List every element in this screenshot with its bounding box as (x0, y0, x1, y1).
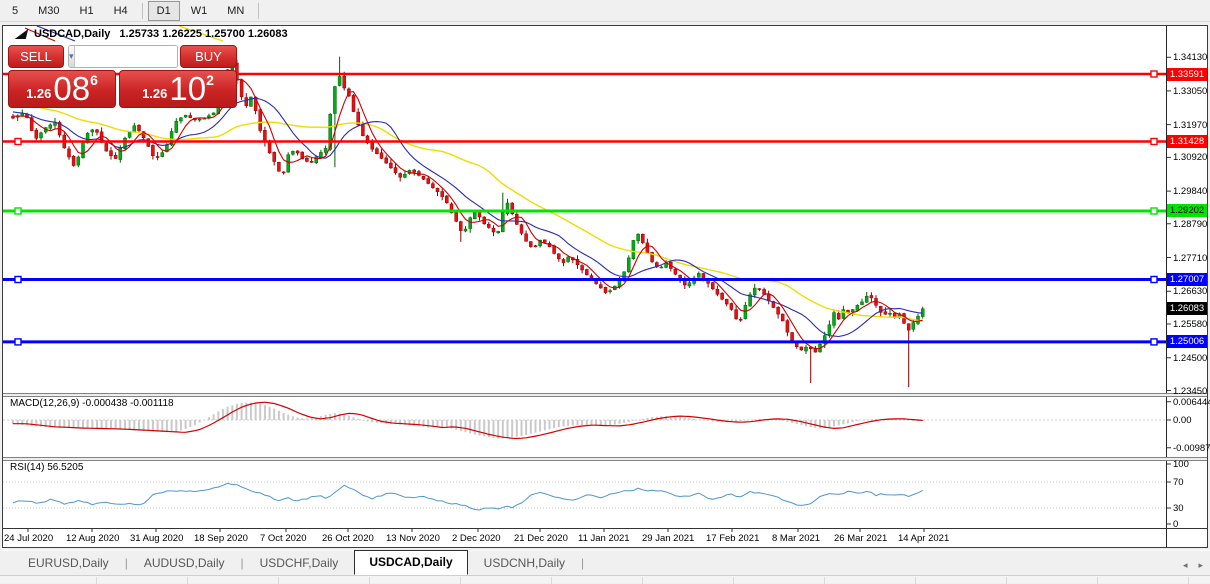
price-axis-separator (1166, 26, 1167, 547)
date-axis-separator (3, 528, 1207, 529)
timeframe-button-h4[interactable]: H4 (105, 1, 137, 21)
rsi-indicator (3, 482, 1166, 510)
chart-collapse-triangle-icon[interactable] (15, 29, 28, 39)
price-axis-label: 1.29840 (1173, 186, 1207, 197)
one-click-trading-panel: SELL ▾ ▴ BUY 1.26 08 6 1.26 10 2 (8, 45, 237, 108)
date-axis-label: 24 Jul 2020 (4, 533, 53, 544)
rsi-axis-label: 0 (1173, 519, 1178, 530)
chart-tab-usdcnh[interactable]: USDCNH,Daily (468, 552, 581, 575)
date-axis-label: 8 Mar 2021 (772, 533, 820, 544)
bid-price-box[interactable]: 1.26 08 6 (8, 70, 116, 108)
timeframe-button-m30[interactable]: M30 (29, 1, 68, 21)
macd-axis-label: 0.00 (1173, 415, 1192, 426)
toolbar-separator (142, 3, 143, 19)
lot-size-input[interactable] (75, 46, 178, 67)
price-axis-label: 1.27710 (1173, 253, 1207, 264)
bid-price-prefix: 1.26 (26, 84, 51, 104)
rsi-axis-label: 70 (1173, 477, 1184, 488)
price-axis-label: 1.26630 (1173, 286, 1207, 297)
date-axis-label: 26 Oct 2020 (322, 533, 374, 544)
rsi-axis-label: 100 (1173, 459, 1189, 470)
chart-symbol-label: USDCAD,Daily (34, 28, 110, 40)
tab-separator: | (581, 556, 584, 575)
status-bar (0, 575, 1210, 583)
price-axis-label: 1.24500 (1173, 353, 1207, 364)
tab-scroll-left-icon[interactable]: ◂ (1183, 560, 1188, 571)
date-axis-label: 11 Jan 2021 (578, 533, 630, 544)
timeframe-button-d1[interactable]: D1 (148, 1, 180, 21)
tab-scroll-right-icon[interactable]: ▸ (1198, 560, 1203, 571)
ask-price-main: 10 (169, 74, 206, 104)
date-axis-label: 14 Apr 2021 (898, 533, 949, 544)
sell-button[interactable]: SELL (8, 45, 64, 68)
date-axis-label: 29 Jan 2021 (642, 533, 694, 544)
macd-indicator (3, 402, 1166, 438)
toolbar-separator (258, 3, 259, 19)
tab-scroll-arrows: ◂▸ (1183, 560, 1203, 571)
hline-1.25006[interactable] (3, 339, 1166, 345)
bid-price-main: 08 (53, 74, 90, 104)
macd-indicator-label: MACD(12,26,9) -0.000438 -0.001118 (10, 398, 174, 409)
chart-tab-audusd[interactable]: AUDUSD,Daily (128, 552, 241, 575)
price-axis-line-badge: 1.29202 (1167, 204, 1207, 217)
price-axis-label: 1.30920 (1173, 152, 1207, 163)
macd-axis-label: 0.006444 (1173, 397, 1210, 408)
timeframe-button-w1[interactable]: W1 (182, 1, 217, 21)
current-price-badge: 1.26083 (1167, 302, 1207, 315)
price-axis-label: 1.33050 (1173, 86, 1207, 97)
price-axis-line-badge: 1.25006 (1167, 335, 1207, 348)
date-axis-label: 18 Sep 2020 (194, 533, 248, 544)
date-axis-label: 21 Dec 2020 (514, 533, 568, 544)
date-axis-label: 2 Dec 2020 (452, 533, 501, 544)
price-axis-label: 1.25580 (1173, 319, 1207, 330)
macd-panel-splitter[interactable] (3, 393, 1207, 397)
chart-tab-usdcad[interactable]: USDCAD,Daily (354, 550, 467, 575)
hline-1.27007[interactable] (3, 277, 1166, 283)
price-axis-label: 1.28790 (1173, 219, 1207, 230)
price-axis-line-badge: 1.33591 (1167, 68, 1207, 81)
ask-price-pipette: 2 (206, 72, 214, 88)
hline-1.29202[interactable] (3, 208, 1166, 214)
ask-price-box[interactable]: 1.26 10 2 (119, 70, 237, 108)
date-axis-label: 13 Nov 2020 (386, 533, 440, 544)
date-axis-label: 12 Aug 2020 (66, 533, 119, 544)
rsi-panel-splitter[interactable] (3, 457, 1207, 461)
price-axis-label: 1.23450 (1173, 386, 1207, 397)
price-axis-label: 1.34130 (1173, 52, 1207, 63)
bid-price-pipette: 6 (90, 72, 98, 88)
chart-tab-eurusd[interactable]: EURUSD,Daily (12, 552, 125, 575)
lot-size-spinner: ▾ ▴ (68, 45, 178, 68)
date-axis-label: 31 Aug 2020 (130, 533, 183, 544)
date-axis-label: 26 Mar 2021 (834, 533, 887, 544)
price-axis-line-badge: 1.27007 (1167, 273, 1207, 286)
ask-price-prefix: 1.26 (142, 84, 167, 104)
date-axis-label: 7 Oct 2020 (260, 533, 306, 544)
chart-title-bar: USDCAD,Daily 1.25733 1.26225 1.25700 1.2… (3, 26, 1207, 41)
buy-button[interactable]: BUY (180, 45, 237, 68)
timeframe-button-h1[interactable]: H1 (71, 1, 103, 21)
chart-ohlc-values: 1.25733 1.26225 1.25700 1.26083 (119, 28, 287, 40)
rsi-indicator-label: RSI(14) 56.5205 (10, 462, 83, 473)
timeframe-button-5[interactable]: 5 (3, 1, 27, 21)
rsi-axis-label: 30 (1173, 503, 1184, 514)
price-axis-label: 1.31970 (1173, 120, 1207, 131)
date-axis-label: 17 Feb 2021 (706, 533, 759, 544)
moving-average-lines (13, 79, 923, 349)
price-axis-line-badge: 1.31428 (1167, 135, 1207, 148)
chart-tab-usdchf[interactable]: USDCHF,Daily (244, 552, 355, 575)
chart-window: USDCAD,Daily 1.25733 1.26225 1.25700 1.2… (2, 25, 1208, 548)
timeframe-button-mn[interactable]: MN (218, 1, 253, 21)
